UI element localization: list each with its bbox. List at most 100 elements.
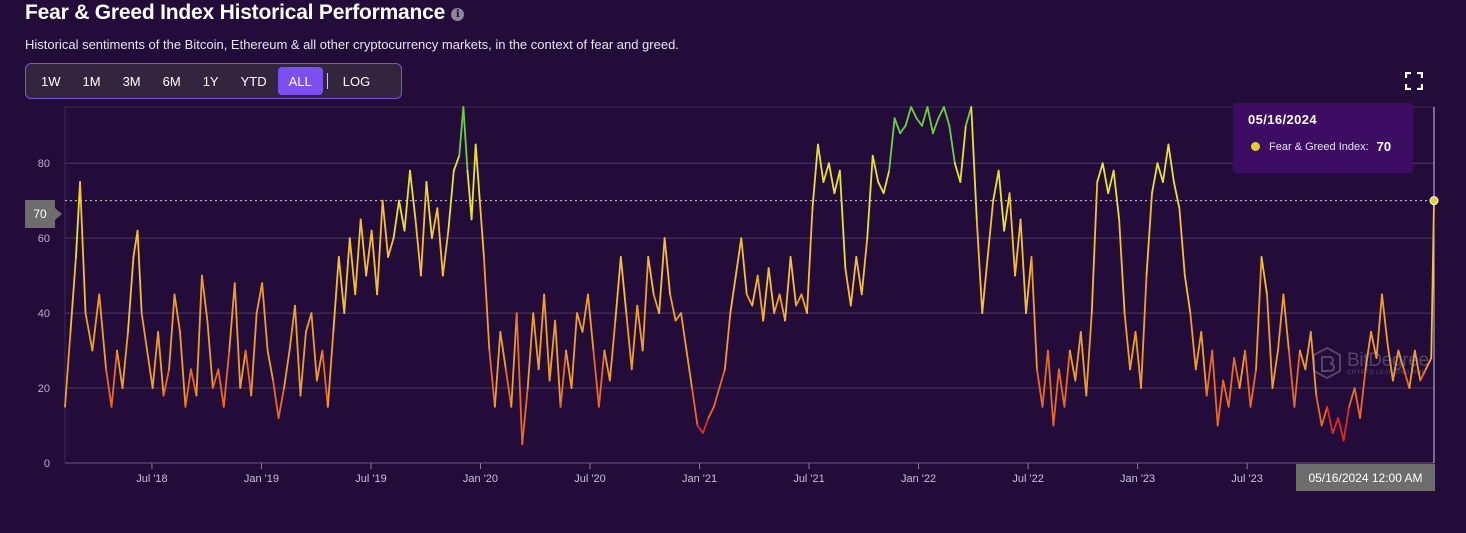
series-segment bbox=[162, 368, 170, 397]
series-segment bbox=[1123, 312, 1131, 371]
series-segment bbox=[893, 117, 901, 135]
series-segment bbox=[1408, 349, 1416, 389]
series-segment bbox=[964, 106, 973, 127]
series-segment bbox=[680, 312, 688, 352]
series-segment bbox=[1293, 349, 1301, 408]
series-segment bbox=[647, 255, 655, 296]
series-segment bbox=[723, 312, 732, 371]
tooltip-series-label: Fear & Greed Index: bbox=[1269, 140, 1369, 153]
series-segment bbox=[986, 199, 995, 258]
series-segment bbox=[674, 312, 682, 322]
series-segment bbox=[526, 312, 535, 389]
series-segment bbox=[992, 169, 1000, 202]
range-1m-button[interactable]: 1M bbox=[82, 73, 101, 89]
series-segment bbox=[288, 304, 296, 352]
series-segment bbox=[603, 349, 611, 382]
series-segment bbox=[452, 154, 461, 172]
log-scale-button[interactable]: LOG bbox=[342, 73, 371, 89]
series-segment bbox=[899, 124, 907, 135]
series-segment bbox=[430, 207, 439, 240]
series-segment bbox=[1211, 349, 1219, 427]
series-segment bbox=[283, 349, 291, 389]
series-segment bbox=[570, 312, 578, 389]
series-segment bbox=[811, 143, 819, 210]
range-6m-button[interactable]: 6M bbox=[162, 73, 181, 89]
series-segment bbox=[718, 368, 726, 389]
series-segment bbox=[447, 169, 455, 232]
series-segment bbox=[833, 169, 841, 195]
series-segment bbox=[576, 312, 584, 333]
fullscreen-icon[interactable] bbox=[1405, 72, 1423, 90]
series-segment bbox=[669, 293, 677, 322]
series-segment bbox=[1402, 368, 1411, 389]
series-segment bbox=[184, 368, 192, 408]
series-segment bbox=[691, 387, 699, 427]
series-segment bbox=[844, 267, 852, 307]
series-segment bbox=[1392, 349, 1400, 382]
series-segment bbox=[871, 154, 880, 183]
series-segment bbox=[740, 237, 748, 296]
series-segment bbox=[598, 349, 606, 408]
bitdegree-watermark: BitDegree CRYPTO LEARNING HUB bbox=[1313, 347, 1429, 379]
series-segment bbox=[1151, 162, 1159, 195]
series-segment bbox=[1353, 387, 1361, 419]
series-segment bbox=[151, 330, 159, 389]
series-segment bbox=[470, 143, 477, 221]
series-segment bbox=[359, 218, 368, 277]
x-tick-label: Jan '22 bbox=[901, 473, 936, 485]
series-segment bbox=[146, 349, 154, 389]
series-segment bbox=[1129, 330, 1137, 371]
series-segment bbox=[272, 379, 280, 419]
series-segment bbox=[587, 293, 595, 352]
range-3m-button[interactable]: 3M bbox=[122, 73, 141, 89]
series-segment bbox=[105, 368, 113, 408]
range-1w-button[interactable]: 1W bbox=[41, 73, 61, 89]
x-tick-label: Jul '18 bbox=[136, 473, 167, 485]
series-segment bbox=[554, 319, 562, 408]
series-segment bbox=[904, 106, 912, 127]
series-segment bbox=[702, 417, 710, 434]
series-segment bbox=[921, 106, 929, 127]
series-segment bbox=[734, 237, 743, 277]
series-segment bbox=[1364, 330, 1372, 371]
series-segment bbox=[462, 106, 469, 172]
info-icon[interactable]: i bbox=[451, 7, 465, 21]
series-segment bbox=[1222, 379, 1230, 408]
y-tick-label: 20 bbox=[38, 383, 50, 395]
series-segment bbox=[1156, 162, 1164, 183]
series-segment bbox=[332, 255, 340, 333]
range-ytd-button[interactable]: YTD bbox=[240, 73, 267, 89]
series-segment bbox=[882, 169, 891, 195]
series-segment bbox=[255, 282, 264, 315]
series-segment bbox=[1255, 255, 1263, 371]
title-text: Fear & Greed Index Historical Performanc… bbox=[25, 1, 446, 24]
series-segment bbox=[767, 267, 776, 315]
series-segment bbox=[1227, 357, 1236, 408]
series-segment bbox=[641, 255, 650, 352]
tooltip-value: 70 bbox=[1376, 139, 1392, 154]
series-segment bbox=[1337, 417, 1345, 442]
series-segment bbox=[521, 387, 529, 446]
series-segment bbox=[425, 181, 433, 240]
series-segment bbox=[1172, 181, 1181, 210]
series-segment bbox=[1277, 293, 1285, 352]
watermark-tagline: CRYPTO LEARNING HUB bbox=[1347, 369, 1427, 376]
series-segment bbox=[1178, 207, 1186, 277]
range-all-button[interactable]: ALL bbox=[277, 67, 323, 95]
series-segment bbox=[1107, 169, 1115, 195]
x-tick-label: Jan '21 bbox=[682, 473, 717, 485]
range-1y-button[interactable]: 1Y bbox=[202, 73, 219, 89]
series-segment bbox=[315, 349, 324, 382]
series-segment bbox=[1008, 192, 1016, 277]
series-segment bbox=[806, 207, 814, 315]
series-segment bbox=[1068, 349, 1077, 382]
series-segment bbox=[729, 274, 737, 315]
series-segment bbox=[773, 293, 781, 315]
series-segment bbox=[1315, 394, 1323, 427]
series-segment bbox=[217, 368, 225, 408]
series-segment bbox=[326, 330, 335, 408]
series-segment bbox=[277, 387, 285, 419]
series-segment bbox=[1370, 330, 1378, 359]
series-segment bbox=[915, 117, 923, 127]
